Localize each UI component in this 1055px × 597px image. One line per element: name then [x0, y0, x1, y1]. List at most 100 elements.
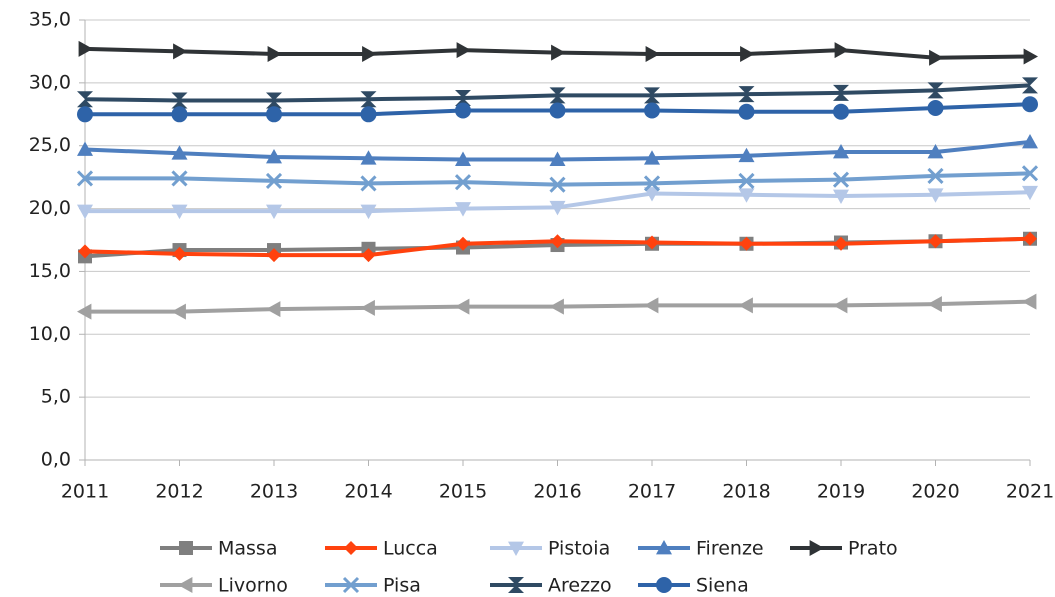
marker [928, 234, 943, 249]
legend-marker [344, 541, 358, 555]
marker [266, 204, 282, 220]
marker [455, 102, 471, 119]
marker [644, 187, 660, 202]
marker [740, 45, 755, 62]
marker [834, 42, 849, 59]
legend-label: Livorno [218, 575, 288, 597]
marker [455, 202, 471, 217]
marker [645, 235, 659, 250]
marker [456, 42, 471, 59]
legend-label: Massa [218, 538, 277, 560]
marker [77, 204, 93, 220]
marker [171, 170, 188, 187]
marker [738, 172, 755, 189]
x-tick-label: 2018 [722, 481, 770, 503]
marker [833, 189, 849, 204]
marker [455, 89, 471, 106]
marker [739, 236, 754, 251]
marker [1022, 77, 1038, 94]
marker [1022, 293, 1037, 310]
marker [360, 299, 375, 316]
x-tick-label: 2021 [1006, 481, 1054, 503]
marker [834, 236, 848, 251]
marker [173, 43, 188, 60]
marker [171, 106, 188, 123]
marker [267, 45, 282, 62]
y-tick-label: 15,0 [29, 260, 71, 282]
legend-marker [508, 541, 524, 556]
legend-marker [342, 576, 360, 594]
marker [644, 297, 659, 314]
marker [77, 91, 93, 108]
marker [549, 87, 566, 104]
marker [1022, 133, 1038, 149]
marker [645, 45, 660, 62]
marker [738, 86, 755, 103]
marker [832, 171, 850, 188]
marker [1021, 165, 1039, 182]
legend-label: Prato [848, 538, 898, 560]
x-tick-label: 2019 [817, 481, 865, 503]
marker [361, 248, 376, 263]
marker [455, 298, 470, 315]
marker [267, 248, 281, 263]
marker [1022, 96, 1038, 113]
marker [1023, 231, 1037, 246]
y-tick-label: 5,0 [41, 386, 71, 408]
marker [927, 188, 944, 203]
marker [360, 91, 377, 108]
x-tick-label: 2011 [61, 481, 109, 503]
marker [549, 102, 566, 119]
marker [360, 204, 377, 220]
marker [550, 234, 565, 249]
marker [549, 176, 566, 193]
marker [833, 84, 849, 101]
y-tick-label: 25,0 [29, 134, 71, 156]
marker [266, 92, 282, 109]
marker [78, 244, 92, 259]
marker [551, 44, 566, 61]
legend-marker [809, 540, 824, 556]
marker [644, 150, 660, 165]
marker [171, 92, 188, 109]
marker [454, 174, 472, 191]
marker [1023, 48, 1038, 65]
marker [643, 175, 661, 192]
x-tick-label: 2020 [911, 481, 959, 503]
marker [738, 103, 755, 120]
marker [927, 82, 944, 99]
marker [927, 296, 942, 313]
marker [644, 87, 660, 104]
marker [927, 167, 944, 184]
y-tick-label: 10,0 [29, 323, 71, 345]
marker [927, 100, 944, 116]
marker [172, 246, 187, 261]
marker [266, 301, 281, 318]
marker [644, 102, 660, 119]
legend-label: Pistoia [548, 538, 610, 560]
legend-marker [178, 577, 193, 593]
legend-label: Lucca [383, 538, 438, 560]
marker [738, 297, 753, 314]
x-tick-label: 2012 [155, 481, 203, 503]
marker [833, 103, 849, 120]
marker [77, 141, 93, 156]
marker [171, 303, 186, 320]
y-tick-label: 35,0 [29, 9, 71, 31]
x-tick-label: 2015 [439, 481, 487, 503]
marker [549, 151, 566, 166]
legend-marker [508, 577, 524, 593]
legend-label: Siena [696, 575, 749, 597]
x-tick-label: 2013 [250, 481, 298, 503]
marker [265, 172, 283, 189]
marker [455, 151, 471, 166]
y-tick-label: 0,0 [41, 449, 71, 471]
marker [927, 144, 944, 159]
x-tick-label: 2017 [628, 481, 676, 503]
marker [360, 150, 377, 165]
legend-marker [179, 541, 193, 555]
marker [833, 297, 848, 314]
marker [360, 175, 377, 192]
marker [77, 106, 93, 123]
